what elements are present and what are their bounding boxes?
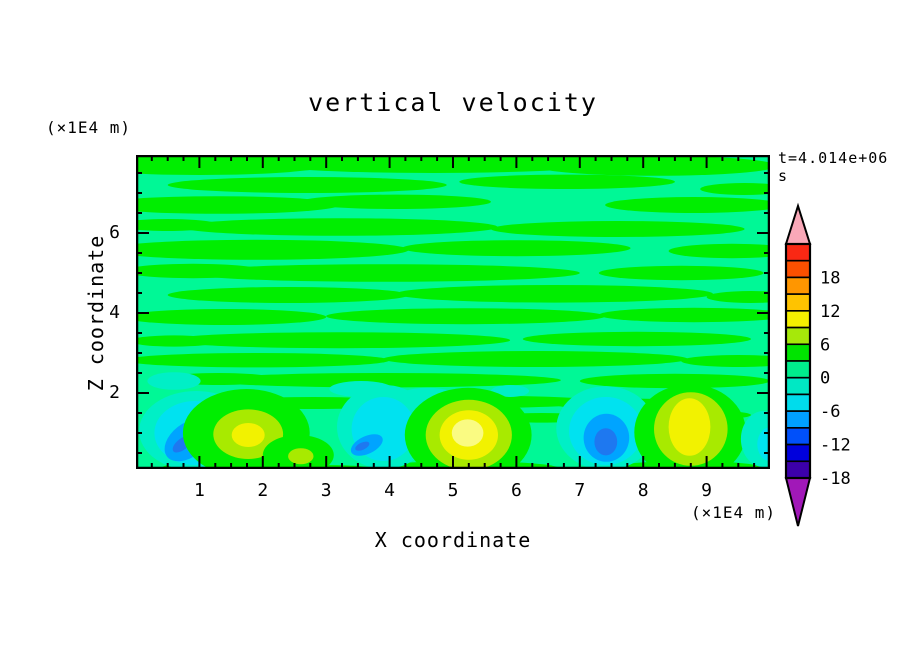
contour-streak	[395, 285, 713, 303]
contour-streak	[706, 291, 770, 303]
contour-streak	[186, 264, 580, 282]
contour-streak	[535, 155, 770, 176]
contour-feature	[491, 385, 530, 397]
x-tick-label: 4	[384, 480, 396, 501]
colorbar-band	[785, 393, 811, 412]
colorbar-band	[785, 326, 811, 346]
plot-frame	[136, 155, 770, 469]
x-tick-label: 2	[257, 480, 269, 501]
contour-streak	[136, 263, 263, 279]
colorbar-band	[785, 259, 811, 279]
contour-streak	[326, 308, 606, 325]
colorbar-band	[785, 243, 811, 262]
colorbar-label: 0	[820, 369, 830, 389]
colorbar-band	[785, 427, 811, 446]
colorbar-band	[785, 376, 811, 396]
y-tick-label: 4	[109, 302, 120, 323]
colorbar: 18 12 6 0 -6 -12 -18	[784, 202, 851, 527]
colorbar-label: -12	[820, 436, 851, 456]
contour-feature	[147, 372, 201, 390]
colorbar-band	[785, 460, 811, 479]
x-tick-label: 1	[193, 480, 205, 501]
contour-feature	[451, 419, 484, 447]
contour-field	[136, 155, 770, 469]
contour-streak	[522, 331, 751, 347]
colorbar-band	[785, 443, 811, 463]
colorbar-label: 18	[820, 268, 840, 288]
contour-streak	[681, 355, 770, 367]
x-tick-label: 3	[320, 480, 332, 501]
x-tick-label: 8	[637, 480, 649, 501]
contour-streak	[136, 219, 219, 231]
colorbar-band	[785, 410, 811, 429]
contour-streak	[491, 221, 745, 237]
contour-plot	[136, 155, 770, 469]
contour-streak	[598, 307, 770, 323]
contour-streak	[700, 183, 770, 195]
contour-streak	[136, 309, 327, 325]
contour-streak	[167, 177, 447, 193]
y-axis-unit-label: (×1E4 m)	[46, 118, 132, 137]
contour-streak	[300, 194, 491, 209]
contour-feature	[231, 423, 265, 447]
colorbar-label: 6	[820, 335, 830, 355]
y-tick-label: 6	[109, 222, 120, 243]
contour-streak	[605, 197, 770, 213]
y-tick-label: 2	[109, 382, 120, 403]
contour-feature	[668, 398, 711, 456]
contour-streak	[167, 332, 511, 349]
contour-streak	[180, 218, 498, 236]
contour-streak	[668, 243, 770, 259]
plot-title: vertical velocity	[308, 88, 598, 117]
contour-streak	[459, 174, 675, 189]
colorbar-outline	[784, 242, 812, 480]
colorbar-labels: 18 12 6 0 -6 -12 -18	[820, 268, 851, 489]
contour-feature	[288, 448, 314, 465]
contour-feature	[594, 428, 618, 456]
contour-streak	[136, 239, 409, 260]
contour-streak	[579, 373, 770, 389]
colorbar-band	[785, 276, 811, 295]
contour-streak	[402, 240, 631, 257]
colorbar-label: -6	[820, 402, 840, 422]
colorbar-under-arrow	[784, 477, 812, 527]
contour-feature	[355, 441, 370, 451]
time-label: t=4.014e+06 s	[778, 149, 889, 185]
colorbar-band	[785, 343, 811, 362]
x-tick-label: 7	[574, 480, 586, 501]
contour-streak	[136, 353, 390, 368]
x-tick-label: 6	[510, 480, 522, 501]
contour-streak	[383, 351, 688, 367]
colorbar-band	[785, 293, 811, 312]
x-tick-label: 9	[701, 480, 713, 501]
colorbar-band	[785, 360, 811, 379]
colorbar-label: -18	[820, 469, 851, 489]
contour-streak	[136, 196, 339, 214]
colorbar-over-arrow	[784, 202, 812, 245]
x-axis-title: X coordinate	[374, 528, 532, 552]
colorbar-bands	[785, 243, 811, 479]
colorbar-band	[785, 310, 811, 329]
contour-streak	[136, 335, 219, 347]
x-tick-label: 5	[447, 480, 459, 501]
contour-streak	[205, 373, 561, 388]
contour-streak	[167, 287, 409, 303]
x-axis-unit-label: (×1E4 m)	[690, 503, 776, 522]
colorbar-label: 12	[820, 302, 840, 322]
contour-streak	[598, 265, 764, 281]
